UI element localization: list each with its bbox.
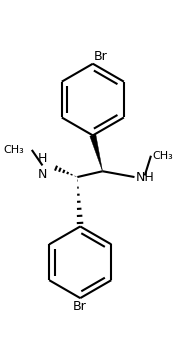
Text: Br: Br	[72, 300, 86, 313]
Polygon shape	[90, 135, 103, 171]
Text: NH: NH	[135, 171, 154, 183]
Text: N: N	[38, 169, 47, 181]
Text: H: H	[38, 152, 47, 165]
Text: Br: Br	[94, 50, 108, 63]
Text: CH₃: CH₃	[3, 145, 24, 155]
Text: CH₃: CH₃	[152, 151, 173, 161]
